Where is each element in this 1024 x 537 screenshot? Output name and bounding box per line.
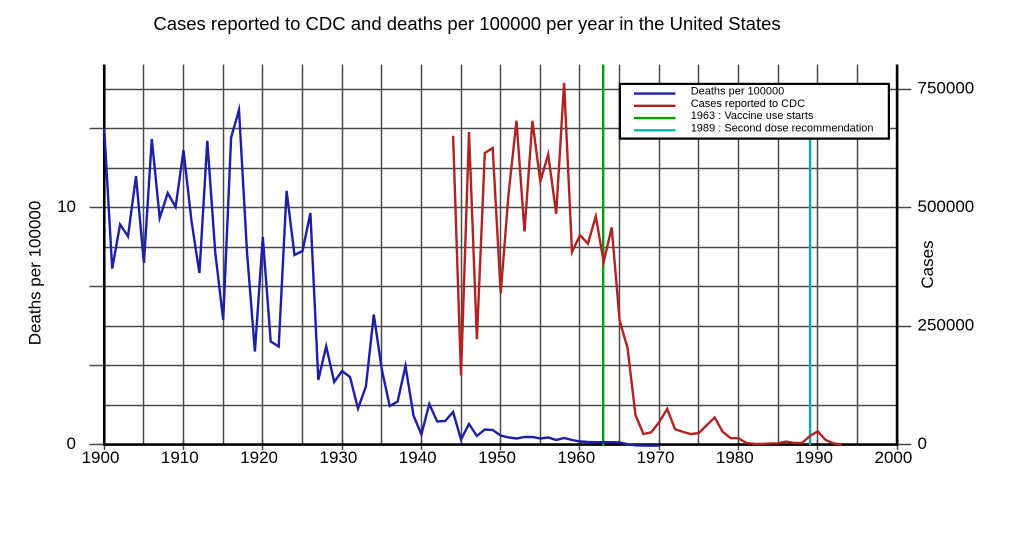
svg-text:1900: 1900: [82, 448, 120, 467]
svg-text:1950: 1950: [478, 448, 516, 467]
svg-text:750000: 750000: [918, 78, 975, 97]
svg-text:Cases: Cases: [918, 240, 937, 288]
svg-text:0: 0: [67, 434, 76, 453]
svg-text:1963 : Vaccine use starts: 1963 : Vaccine use starts: [691, 110, 814, 122]
svg-text:Cases reported to CDC: Cases reported to CDC: [691, 98, 805, 110]
svg-text:1970: 1970: [637, 448, 675, 467]
svg-text:1989 : Second dose recommendat: 1989 : Second dose recommendation: [691, 122, 874, 134]
svg-text:500000: 500000: [918, 197, 975, 216]
svg-text:1960: 1960: [557, 448, 595, 467]
svg-text:1990: 1990: [795, 448, 833, 467]
svg-text:Deaths per 100000: Deaths per 100000: [691, 86, 785, 98]
svg-text:1940: 1940: [399, 448, 437, 467]
svg-text:2000: 2000: [874, 448, 912, 467]
svg-text:0: 0: [918, 434, 927, 453]
svg-text:10: 10: [57, 197, 76, 216]
svg-text:1920: 1920: [240, 448, 278, 467]
svg-text:250000: 250000: [918, 315, 975, 334]
svg-text:Cases reported to CDC and deat: Cases reported to CDC and deaths per 100…: [153, 13, 780, 34]
svg-text:Deaths per 100000: Deaths per 100000: [26, 201, 45, 346]
svg-text:1980: 1980: [716, 448, 754, 467]
svg-text:1930: 1930: [319, 448, 357, 467]
svg-text:1910: 1910: [161, 448, 199, 467]
